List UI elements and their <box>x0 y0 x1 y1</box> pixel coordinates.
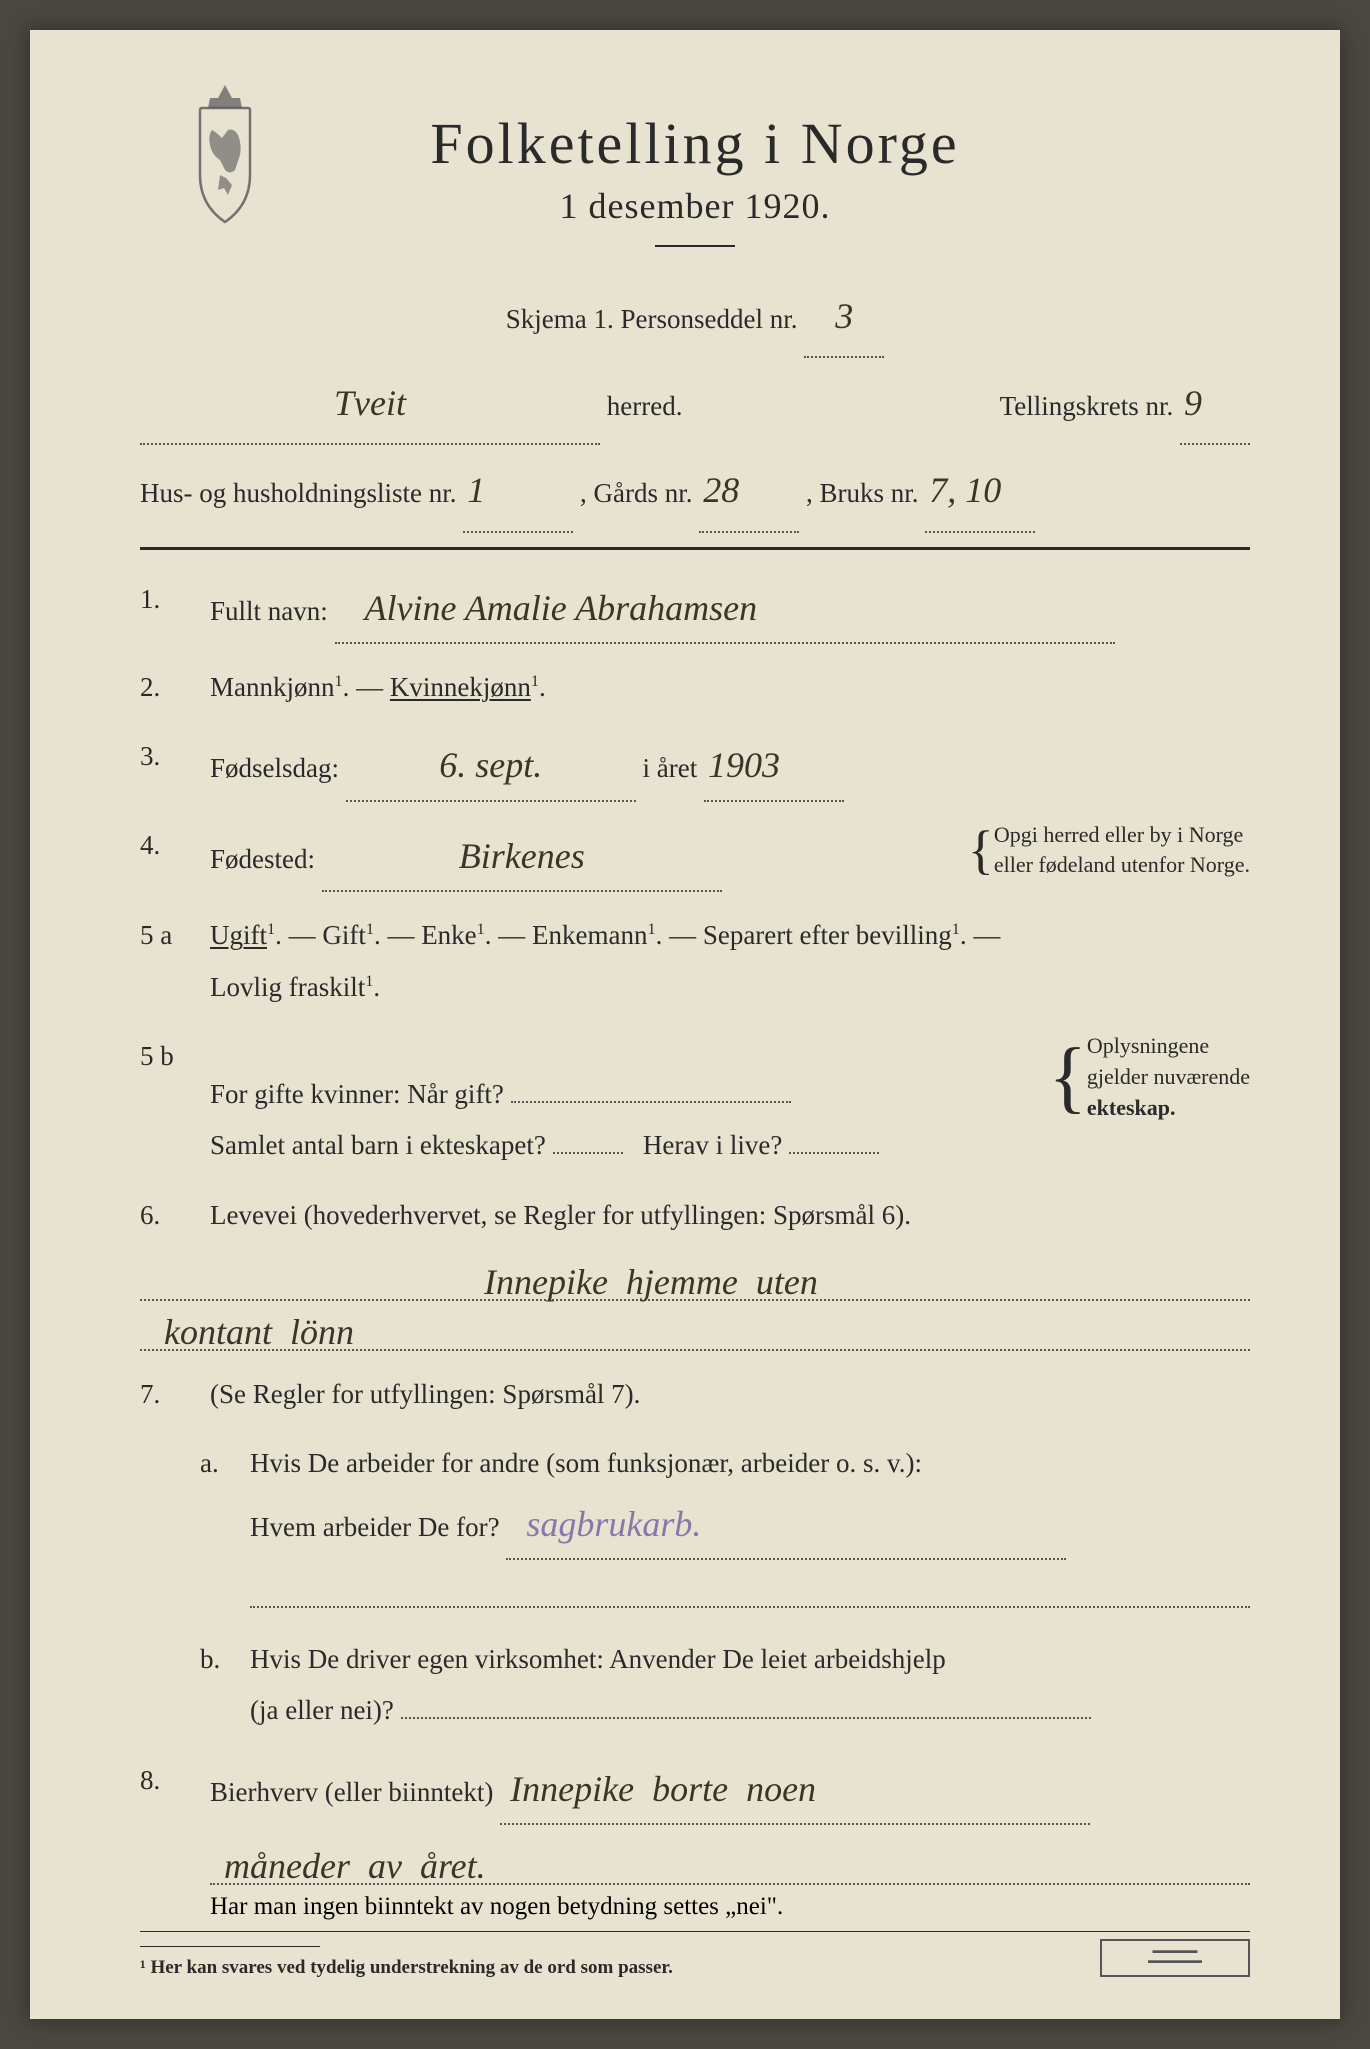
q1-num: 1. <box>140 574 210 644</box>
form-header: Folketelling i Norge 1 desember 1920. <box>140 110 1250 247</box>
q5a-fraskilt: Lovlig fraskilt <box>210 972 365 1002</box>
brace-icon: { <box>1048 1057 1086 1097</box>
q8-note: Har man ingen biinntekt av nogen betydni… <box>210 1893 1250 1921</box>
herred-line: Tveit herred. Tellingskrets nr. 9 <box>140 364 1250 445</box>
q4-num: 4. <box>140 820 210 893</box>
printer-stamp-icon: ▬▬▬▬▬▬▬▬▬▬▬ <box>1100 1939 1250 1977</box>
q3-year: 1903 <box>704 731 784 799</box>
q5a-gift: Gift <box>322 920 366 950</box>
tellingskrets-nr: 9 <box>1180 364 1206 443</box>
section-divider <box>140 547 1250 550</box>
q5a-enke: Enke <box>421 920 476 950</box>
q1-value: Alvine Amalie Abrahamsen <box>335 574 762 642</box>
q6-line2: kontant lönn <box>140 1309 1250 1351</box>
brace-icon: { <box>968 837 994 864</box>
q2-mann: Mannkjønn <box>210 672 335 702</box>
q7b-label: b. <box>200 1634 250 1737</box>
q7-num: 7. <box>140 1369 210 1420</box>
hus-line: Hus- og husholdningsliste nr. 1 , Gårds … <box>140 451 1250 532</box>
q5a-separert: Separert efter bevilling <box>703 920 952 950</box>
skjema-label: Skjema 1. Personseddel nr. <box>506 304 798 334</box>
q5b-label2: Samlet antal barn i ekteskapet? <box>210 1130 546 1160</box>
q7a-value: sagbrukarb. <box>506 1490 705 1558</box>
q7b-text2: (ja eller nei)? <box>250 1695 394 1725</box>
form-date: 1 desember 1920. <box>140 185 1250 227</box>
q8-num: 8. <box>140 1755 210 1825</box>
q4-value: Birkenes <box>455 822 589 890</box>
title-divider <box>655 245 735 247</box>
form-title: Folketelling i Norge <box>140 110 1250 177</box>
q6-label: Levevei (hovederhvervet, se Regler for u… <box>210 1200 911 1230</box>
q1-label: Fullt navn: <box>210 596 328 626</box>
q5a-ugift: Ugift <box>210 920 267 950</box>
skjema-line: Skjema 1. Personseddel nr. 3 <box>140 277 1250 358</box>
hus-label: Hus- og husholdningsliste nr. <box>140 478 457 508</box>
q6-num: 6. <box>140 1190 210 1241</box>
q3-num: 3. <box>140 731 210 801</box>
q5a-enkemann: Enkemann <box>532 920 647 950</box>
herred-label: herred. <box>607 391 683 421</box>
personseddel-nr: 3 <box>831 277 857 356</box>
q5a-num: 5 a <box>140 910 210 1013</box>
census-form-page: Folketelling i Norge 1 desember 1920. Sk… <box>30 30 1340 2019</box>
q2-num: 2. <box>140 662 210 713</box>
q8-value-part2: måneder av året. <box>220 1845 490 1887</box>
q3-row: 3. Fødselsdag: 6. sept. i året 1903 <box>140 731 1250 801</box>
q4-row: 4. Fødested: Birkenes { Opgi herred elle… <box>140 820 1250 893</box>
q5b-label3: Herav i live? <box>643 1130 782 1160</box>
q7a-text2: Hvem arbeider De for? <box>250 1512 500 1542</box>
q4-note: Opgi herred eller by i Norge eller fødel… <box>994 820 1250 882</box>
q3-label: Fødselsdag: <box>210 753 339 783</box>
gards-label: , Gårds nr. <box>580 478 692 508</box>
gards-nr: 28 <box>699 451 743 530</box>
q8-row: 8. Bierhverv (eller biinntekt) Innepike … <box>140 1755 1250 1825</box>
q7a-label: a. <box>200 1438 250 1616</box>
q6-line1: Innepike hjemme uten <box>140 1259 1250 1301</box>
q2-row: 2. Mannkjønn1. — Kvinnekjønn1. <box>140 662 1250 713</box>
footnote-divider <box>140 1946 320 1947</box>
coat-of-arms-icon <box>170 80 280 230</box>
q2-kvinne: Kvinnekjønn <box>390 672 531 702</box>
q3-day: 6. sept. <box>435 731 546 799</box>
q7b-text1: Hvis De driver egen virksomhet: Anvender… <box>250 1644 946 1674</box>
herred-value: Tveit <box>330 364 410 443</box>
q8-line2: måneder av året. <box>210 1843 1250 1885</box>
bruks-label: , Bruks nr. <box>806 478 919 508</box>
q6-row: 6. Levevei (hovederhvervet, se Regler fo… <box>140 1190 1250 1241</box>
bottom-divider <box>140 1931 1250 1932</box>
bruks-nr: 7, 10 <box>925 451 1005 530</box>
q7-label: (Se Regler for utfyllingen: Spørsmål 7). <box>210 1379 640 1409</box>
q8-value-part1: Innepike borte noen <box>500 1755 820 1823</box>
q8-label: Bierhverv (eller biinntekt) <box>210 1777 493 1807</box>
q7-row: 7. (Se Regler for utfyllingen: Spørsmål … <box>140 1369 1250 1420</box>
q4-label: Fødested: <box>210 844 315 874</box>
q6-value-part2: kontant lönn <box>160 1311 358 1353</box>
q6-value-part1: Innepike hjemme uten <box>480 1261 822 1303</box>
tellingskrets-label: Tellingskrets nr. <box>1000 391 1174 421</box>
q1-row: 1. Fullt navn: Alvine Amalie Abrahamsen <box>140 574 1250 644</box>
q5b-label1: For gifte kvinner: Når gift? <box>210 1079 504 1109</box>
q3-year-label: i året <box>643 753 698 783</box>
q5b-note: Oplysningene gjelder nuværende ekteskap. <box>1087 1031 1250 1123</box>
q5b-row: 5 b For gifte kvinner: Når gift? Samlet … <box>140 1031 1250 1172</box>
q5a-row: 5 a Ugift1. — Gift1. — Enke1. — Enkemann… <box>140 910 1250 1013</box>
q5b-num: 5 b <box>140 1031 210 1172</box>
footnote-text: ¹ Her kan svares ved tydelig understrekn… <box>140 1957 1250 1979</box>
q7a-text1: Hvis De arbeider for andre (som funksjon… <box>250 1448 922 1478</box>
hus-nr: 1 <box>463 451 489 530</box>
q7b-row: b. Hvis De driver egen virksomhet: Anven… <box>140 1634 1250 1737</box>
q7a-row: a. Hvis De arbeider for andre (som funks… <box>140 1438 1250 1616</box>
